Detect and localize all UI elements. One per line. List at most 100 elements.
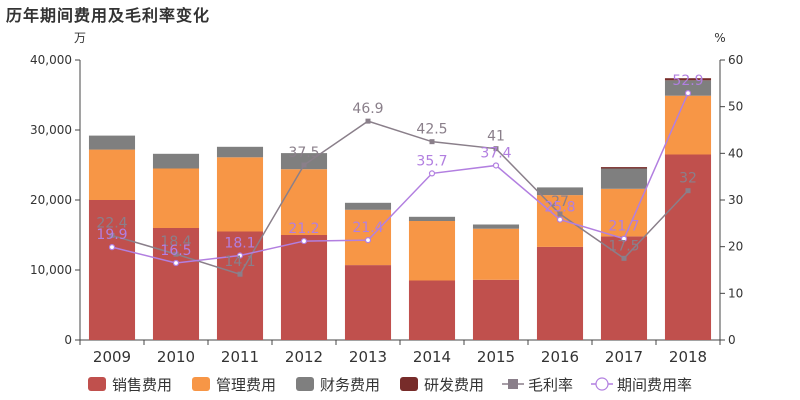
series-line — [111, 92, 689, 264]
y-right-tick-label: 10 — [728, 286, 743, 300]
data-label: 19.9 — [96, 227, 127, 243]
bar — [664, 78, 712, 81]
data-label: 42.5 — [416, 122, 447, 138]
bar — [664, 80, 712, 96]
bar — [216, 157, 264, 232]
y-right-tick-label: 40 — [728, 146, 743, 160]
point — [557, 211, 563, 217]
x-tick-label: 2017 — [605, 348, 643, 366]
bar — [472, 224, 520, 229]
legend-swatch — [400, 377, 418, 391]
x-tick-label: 2015 — [477, 348, 515, 366]
bar — [664, 154, 712, 340]
legend-swatch — [192, 377, 210, 391]
legend-group: 销售费用 管理费用 财务费用 研发费用 毛利率 期间费用率 — [88, 376, 692, 394]
legend-label: 财务费用 — [320, 376, 380, 394]
data-label: 14.1 — [224, 254, 255, 270]
data-label: 18.4 — [160, 234, 191, 250]
data-label: 25.8 — [544, 200, 575, 216]
legend-label: 销售费用 — [112, 376, 172, 394]
point — [173, 251, 179, 257]
y-left-tick-label: 0 — [64, 333, 72, 347]
y-left-tick-label: 40,000 — [30, 53, 72, 67]
data-label: 17.5 — [608, 238, 639, 254]
legend-swatch — [296, 377, 314, 391]
point — [492, 162, 500, 169]
bar — [344, 202, 392, 210]
bar — [280, 169, 328, 235]
point — [365, 118, 371, 124]
y-left-tick-label: 10,000 — [30, 263, 72, 277]
bar — [536, 187, 584, 196]
bar — [600, 168, 648, 189]
point — [236, 252, 244, 259]
bar — [536, 246, 584, 340]
bar — [152, 168, 200, 228]
legend-label: 毛利率 — [528, 376, 573, 394]
x-tick-label: 2018 — [669, 348, 707, 366]
data-label: 52.9 — [672, 73, 703, 89]
point — [620, 235, 628, 242]
data-label: 21.7 — [608, 219, 639, 235]
y-left-tick-label: 30,000 — [30, 123, 72, 137]
bars-group — [88, 78, 712, 340]
data-label: 18.1 — [224, 236, 255, 252]
data-label: 21.2 — [288, 221, 319, 237]
bar — [408, 216, 456, 221]
x-tick-label: 2010 — [157, 348, 195, 366]
bar — [600, 236, 648, 340]
chart-title: 历年期间费用及毛利率变化 — [6, 6, 211, 25]
bar — [472, 279, 520, 340]
point — [428, 170, 436, 177]
point — [556, 216, 564, 223]
bar — [88, 149, 136, 200]
y-left-tick-label: 20,000 — [30, 193, 72, 207]
x-tick-label: 2016 — [541, 348, 579, 366]
point — [300, 237, 308, 245]
point — [108, 244, 116, 251]
y-right-tick-label: 60 — [728, 53, 743, 67]
y-right-unit: % — [714, 31, 725, 45]
bar — [216, 231, 264, 340]
bar — [344, 265, 392, 340]
point — [684, 90, 692, 97]
data-label: 22.4 — [96, 215, 127, 231]
bar — [152, 228, 200, 340]
data-label: 46.9 — [352, 101, 383, 117]
point — [493, 146, 499, 152]
data-label: 41 — [487, 129, 505, 145]
data-label: 37.4 — [480, 145, 511, 161]
point — [621, 255, 627, 261]
data-labels-group: 22.4 18.4 14.1 37.5 46.9 42.5 41 27 17.5 32 19.9 16… — [96, 73, 703, 270]
bar — [472, 228, 520, 280]
legend-marker — [595, 377, 609, 391]
y-left-unit: 万 — [74, 31, 86, 45]
legend-label: 研发费用 — [424, 376, 484, 394]
x-tick-label: 2009 — [93, 348, 131, 366]
bar — [280, 235, 328, 340]
legend-swatch — [88, 377, 106, 391]
legend-label: 期间费用率 — [617, 376, 692, 394]
lines-group — [108, 90, 692, 277]
bar — [88, 200, 136, 340]
data-label: 37.5 — [288, 145, 319, 161]
bar — [408, 280, 456, 340]
bar — [664, 95, 712, 155]
point — [237, 271, 243, 277]
y-right-tick-label: 0 — [728, 333, 736, 347]
point — [109, 232, 115, 238]
data-label: 21.4 — [352, 220, 383, 236]
data-label: 16.5 — [160, 243, 191, 259]
x-tick-label: 2011 — [221, 348, 259, 366]
bar — [600, 167, 648, 169]
bar — [408, 221, 456, 281]
data-label: 27 — [551, 194, 569, 210]
y-right-tick-label: 20 — [728, 240, 743, 254]
x-tick-label: 2014 — [413, 348, 451, 366]
legend-marker — [508, 379, 518, 389]
bar — [152, 153, 200, 169]
data-label: 35.7 — [416, 153, 447, 169]
series-line — [111, 120, 689, 276]
x-tick-label: 2012 — [285, 348, 323, 366]
